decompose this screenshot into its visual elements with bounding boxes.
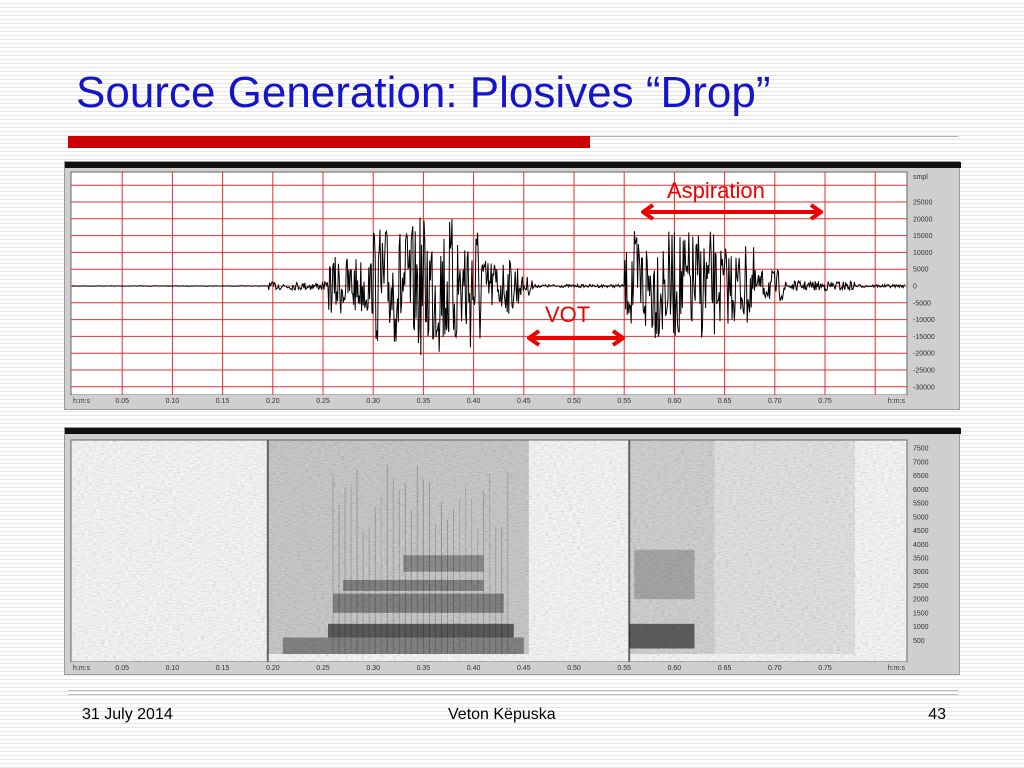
waveform-signal [71, 217, 906, 356]
footer-author: Veton Këpuska [448, 706, 556, 723]
waveform-y-tick-label: 20000 [913, 216, 933, 223]
waveform-x-unit-right: h:m:s [888, 398, 906, 405]
spectrogram-x-tick-label: 0.30 [366, 665, 380, 672]
spectrogram-x-tick-label: 0.50 [567, 665, 581, 672]
waveform-x-tick-label: 0.15 [216, 398, 230, 405]
waveform-plot: h:m:s 0.05 0.10 0.15 0.20 0.25 0.30 0.35 0.40 0.4… [65, 162, 961, 405]
waveform-y-tick-label: -20000 [913, 351, 935, 358]
spectrogram-y-tick-label: 1000 [913, 624, 929, 631]
waveform-x-tick-label: 0.10 [166, 398, 180, 405]
spectrogram-x-tick-label: 0.55 [617, 665, 631, 672]
waveform-x-axis [71, 395, 907, 405]
waveform-y-tick-label: -30000 [913, 384, 935, 391]
aspiration-label: Aspiration [667, 178, 765, 203]
waveform-y-tick-label: -10000 [913, 317, 935, 324]
waveform-x-tick-label: 0.75 [818, 398, 832, 405]
spectrogram-y-tick-label: 4500 [913, 528, 929, 535]
waveform-y-tick-label: -25000 [913, 368, 935, 375]
spectrogram-x-tick-label: 0.45 [517, 665, 531, 672]
vot-label: VOT [545, 302, 591, 327]
waveform-x-tick-label: 0.35 [417, 398, 431, 405]
spectrogram-y-tick-label: 3000 [913, 569, 929, 576]
waveform-x-tick-label: 0.70 [768, 398, 782, 405]
spectrogram-y-tick-label: 2500 [913, 583, 929, 590]
spectrogram-panel: h:m:s 0.05 0.10 0.15 0.20 0.25 0.30 0.35 0.40 0.4… [64, 427, 961, 675]
waveform-y-tick-label: 15000 [913, 233, 933, 240]
spectrogram-y-tick-label: 7000 [913, 459, 929, 466]
spectrogram-x-tick-label: 0.05 [115, 665, 129, 672]
waveform-y-tick-label: -5000 [913, 300, 931, 307]
waveform-x-tick-label: 0.50 [567, 398, 581, 405]
spectrogram-x-tick-label: 0.75 [818, 665, 832, 672]
spectrogram-x-tick-label: 0.15 [216, 665, 230, 672]
spectrogram-x-tick-label: 0.70 [768, 665, 782, 672]
waveform-title-bar [65, 162, 961, 168]
spectrogram-x-tick-label: 0.10 [166, 665, 180, 672]
footer-date: 31 July 2014 [82, 706, 173, 723]
spectrogram-y-tick-label: 5000 [913, 514, 929, 521]
spectrogram-y-tick-label: 4000 [913, 542, 929, 549]
slide-title: Source Generation: Plosives “Drop” [76, 68, 771, 117]
waveform-y-tick-label: 25000 [913, 200, 933, 207]
waveform-y-tick-label: 0 [913, 284, 917, 291]
spectrogram-x-tick-label: 0.60 [668, 665, 682, 672]
waveform-x-tick-label: 0.30 [366, 398, 380, 405]
spectrogram-y-tick-label: 2000 [913, 597, 929, 604]
spectrogram-y-tick-label: 6500 [913, 473, 929, 480]
spectrogram-y-tick-label: 3500 [913, 555, 929, 562]
spectrogram-y-tick-label: 5500 [913, 501, 929, 508]
waveform-x-tick-label: 0.25 [316, 398, 330, 405]
waveform-y-tick-label: 10000 [913, 250, 933, 257]
spectrogram-plot: h:m:s 0.05 0.10 0.15 0.20 0.25 0.30 0.35 0.40 0.4… [65, 428, 961, 672]
title-accent-bar [68, 136, 590, 148]
waveform-y-tick-label: 5000 [913, 267, 929, 274]
spectrogram-title-bar [65, 428, 961, 434]
footer-divider-top [68, 690, 958, 691]
spectrogram-x-axis [71, 662, 907, 672]
waveform-x-tick-label: 0.55 [617, 398, 631, 405]
waveform-y-tick-label: -15000 [913, 334, 935, 341]
spectrogram-x-tick-label: 0.40 [467, 665, 481, 672]
spectrogram-x-unit-left: h:m:s [73, 665, 91, 672]
spectrogram-y-tick-label: 1500 [913, 610, 929, 617]
spectrogram-x-tick-label: 0.20 [266, 665, 280, 672]
waveform-x-tick-label: 0.05 [115, 398, 129, 405]
waveform-x-tick-label: 0.45 [517, 398, 531, 405]
slide-number: 43 [928, 706, 946, 723]
waveform-x-tick-label: 0.40 [467, 398, 481, 405]
waveform-x-unit-left: h:m:s [73, 398, 91, 405]
spectrogram-x-tick-label: 0.25 [316, 665, 330, 672]
spectrogram-y-tick-label: 7500 [913, 446, 929, 453]
spectrogram-x-unit-right: h:m:s [888, 665, 906, 672]
spectrogram-y-tick-label: 500 [913, 638, 925, 645]
spectrogram-x-tick-label: 0.35 [417, 665, 431, 672]
waveform-x-tick-label: 0.20 [266, 398, 280, 405]
waveform-x-tick-label: 0.65 [718, 398, 732, 405]
waveform-panel: h:m:s 0.05 0.10 0.15 0.20 0.25 0.30 0.35 0.40 0.4… [64, 161, 961, 410]
waveform-x-tick-label: 0.60 [668, 398, 682, 405]
spectrogram-x-tick-label: 0.65 [718, 665, 732, 672]
footer-divider-bottom [68, 694, 958, 695]
waveform-y-unit: smpl [913, 174, 928, 181]
spectrogram-image [70, 439, 908, 663]
spectrogram-y-tick-label: 6000 [913, 487, 929, 494]
